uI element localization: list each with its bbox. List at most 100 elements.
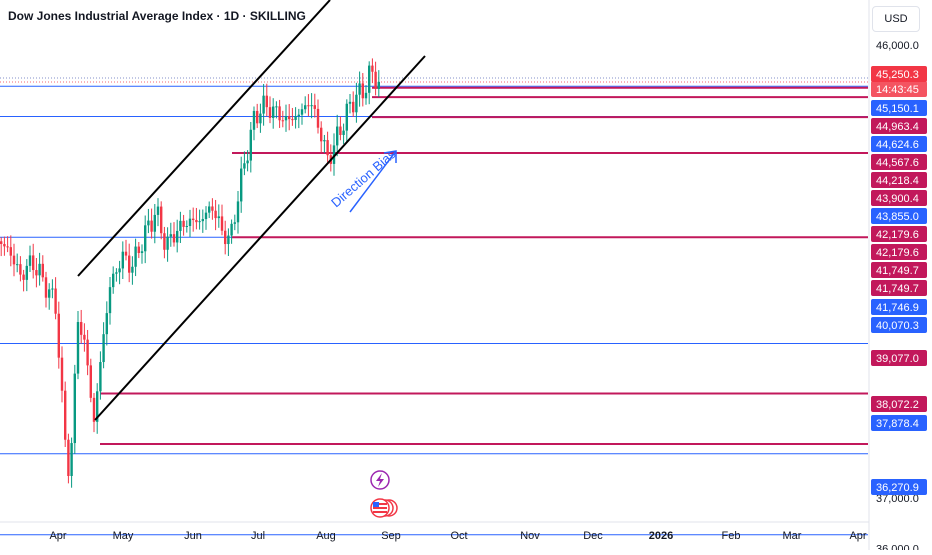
flag-stripe-icon [373, 507, 387, 509]
price-label-box [871, 226, 927, 242]
candle-body [172, 234, 176, 243]
candle-body [83, 334, 86, 340]
candle-body [192, 218, 195, 221]
candle-body [115, 272, 118, 274]
candle-body [32, 255, 35, 271]
candle-body [284, 116, 288, 121]
candle-body [188, 218, 192, 227]
price-label-text: 39,077.0 [876, 353, 919, 365]
candle-body [371, 65, 374, 72]
candle-body [96, 391, 99, 422]
price-label-box [871, 350, 927, 366]
candle-body [233, 222, 236, 224]
candle-body [73, 373, 76, 444]
direction-bias-arrow-shaft [349, 150, 397, 213]
time-tick-label: May [113, 530, 134, 542]
flag-canton-icon [373, 502, 379, 507]
time-tick-label: Feb [722, 530, 741, 542]
candle-body [249, 129, 252, 161]
price-label-text: 43,900.4 [876, 193, 919, 205]
candle-body [316, 108, 320, 128]
candle-body [288, 116, 291, 120]
price-label-box [871, 317, 927, 333]
candle-body [44, 277, 48, 298]
candle-body [374, 71, 377, 89]
candle-body [272, 106, 275, 118]
price-label-box [871, 280, 927, 296]
price-label-text: 38,072.2 [876, 399, 919, 411]
candle-body [281, 120, 284, 122]
candle-body [278, 106, 281, 121]
price-label-text: 44,624.6 [876, 139, 919, 151]
price-label-box [871, 396, 927, 412]
candle-body [51, 288, 54, 290]
candle-body [124, 251, 128, 256]
drawings-layer [77, 0, 426, 421]
candle-body [323, 140, 326, 142]
candle-body [217, 216, 220, 219]
candle-body [9, 247, 12, 256]
candle-body [259, 113, 262, 124]
candle-body [208, 206, 211, 213]
candle-body [140, 251, 144, 254]
time-tick-label: Jul [251, 530, 265, 542]
flag-stripe-icon [373, 511, 387, 513]
candle-body [0, 241, 3, 244]
candle-body [153, 214, 156, 232]
time-tick-label: Sep [381, 530, 401, 542]
candle-body [364, 92, 368, 99]
candle-body [204, 212, 208, 220]
candle-body [3, 243, 6, 247]
horizontal-lines-layer [0, 77, 868, 536]
candle-body [35, 270, 38, 276]
candle-body [28, 255, 32, 266]
time-tick-label: Apr [49, 530, 66, 542]
candle-body [256, 110, 259, 124]
candle-body [16, 264, 19, 266]
price-label-box [871, 415, 927, 431]
candle-body [57, 313, 60, 358]
price-tick-label: 46,000.0 [876, 40, 919, 52]
candle-body [265, 95, 268, 108]
candle-body [89, 365, 92, 398]
price-label-box [871, 190, 927, 206]
candle-body [240, 168, 243, 202]
time-tick-label: Mar [783, 530, 802, 542]
candle-body [60, 357, 64, 391]
direction-bias-arrow-head [383, 150, 397, 163]
candle-body [342, 130, 345, 135]
event-icons-layer [370, 470, 398, 518]
price-label-box [871, 118, 927, 134]
candle-body [25, 265, 28, 280]
candle-body [224, 230, 227, 245]
currency-button[interactable]: USD [872, 6, 920, 32]
candle-body [22, 274, 25, 280]
candle-body [345, 103, 348, 131]
candle-body [304, 105, 307, 110]
candle-body [227, 235, 230, 245]
candle-body [355, 94, 358, 113]
candle-body [320, 127, 323, 142]
price-label-text: 40,070.3 [876, 320, 919, 332]
candle-body [307, 105, 310, 107]
price-label-box [871, 299, 927, 315]
candle-body [144, 225, 147, 252]
chart-title: Dow Jones Industrial Average Index · 1D … [8, 9, 306, 23]
candle-body [112, 273, 115, 288]
candle-body [377, 81, 380, 89]
time-tick-label: Aug [316, 530, 336, 542]
candle-body [108, 287, 112, 314]
candle-body [297, 114, 300, 117]
candle-body [48, 289, 51, 298]
candle-body [182, 220, 185, 227]
candle-body [166, 236, 169, 250]
candle-body [275, 106, 278, 108]
candle-body [147, 220, 150, 226]
price-label-box [871, 208, 927, 224]
candle-body [214, 210, 217, 219]
price-tick-label: 37,000.0 [876, 493, 919, 505]
channel-lower-line [94, 55, 426, 421]
candle-body [179, 220, 182, 231]
